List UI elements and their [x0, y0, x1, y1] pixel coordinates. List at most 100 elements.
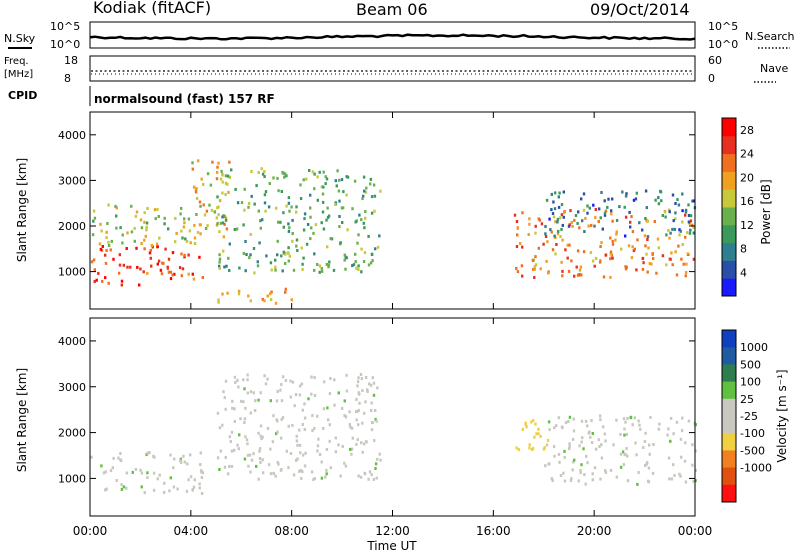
heatmap-cell [580, 273, 583, 277]
heatmap-cell [684, 235, 687, 239]
heatmap-cell [677, 244, 680, 248]
heatmap-cell [313, 187, 316, 191]
heatmap-cell [301, 423, 304, 426]
heatmap-cell [228, 175, 232, 179]
heatmap-cell [630, 256, 634, 260]
heatmap-cell [192, 277, 196, 281]
heatmap-cell [198, 486, 201, 490]
power-y-axis-label: Slant Range [km] [15, 158, 29, 262]
heatmap-cell [358, 213, 361, 217]
heatmap-cell [357, 233, 360, 237]
heatmap-cell [218, 426, 222, 430]
heatmap-cell [145, 228, 148, 232]
heatmap-cell [603, 199, 606, 203]
heatmap-cell [95, 278, 98, 282]
heatmap-cell [312, 231, 315, 235]
heatmap-cell [666, 433, 669, 437]
heatmap-cell [236, 378, 239, 382]
heatmap-cell [309, 215, 312, 219]
colorbar-tick-label: 16 [740, 195, 754, 208]
heatmap-cell [93, 268, 96, 272]
heatmap-cell [246, 378, 249, 382]
heatmap-cell [691, 463, 694, 467]
heatmap-cell [242, 251, 245, 255]
heatmap-cell [322, 427, 325, 430]
heatmap-cell [153, 208, 157, 212]
heatmap-cell [537, 217, 540, 221]
heatmap-cell [243, 208, 246, 212]
heatmap-cell [184, 237, 187, 241]
heatmap-cell [537, 246, 540, 250]
heatmap-cell [269, 399, 272, 403]
heatmap-cell [357, 264, 360, 268]
heatmap-cell [146, 207, 149, 210]
heatmap-cell [567, 224, 571, 228]
heatmap-cell [557, 205, 561, 209]
heatmap-cell [560, 203, 564, 207]
heatmap-cell [317, 437, 320, 441]
heatmap-cell [604, 439, 607, 443]
heatmap-cell [628, 210, 631, 214]
heatmap-cell [612, 443, 615, 447]
heatmap-cell [533, 267, 536, 271]
noise-right-tick-low: 10^0 [708, 38, 738, 51]
heatmap-cell [172, 466, 175, 470]
heatmap-cell [266, 377, 269, 381]
heatmap-cell [635, 191, 638, 195]
heatmap-cell [374, 247, 377, 251]
y-tick-label: 3000 [58, 381, 86, 394]
heatmap-cell [152, 488, 156, 492]
heatmap-cell [350, 447, 354, 451]
heatmap-cell [554, 252, 557, 256]
heatmap-cell [675, 420, 679, 424]
heatmap-cell [369, 261, 373, 265]
heatmap-cell [277, 462, 280, 466]
heatmap-cell [134, 467, 138, 471]
heatmap-cell [296, 443, 299, 447]
heatmap-cell [287, 201, 291, 205]
heatmap-cell [521, 274, 524, 278]
heatmap-cell [624, 265, 627, 269]
heatmap-cell [135, 210, 139, 214]
heatmap-cell [201, 471, 205, 475]
heatmap-cell [310, 470, 314, 474]
heatmap-cell [641, 228, 644, 232]
heatmap-cell [191, 272, 194, 276]
heatmap-cell [299, 197, 303, 200]
heatmap-cell [126, 265, 129, 269]
heatmap-cell [603, 213, 607, 217]
heatmap-cell [115, 479, 118, 482]
heatmap-cell [160, 272, 164, 276]
heatmap-cell [125, 471, 128, 475]
heatmap-cell [651, 471, 655, 475]
heatmap-cell [577, 210, 580, 214]
heatmap-cell [179, 459, 182, 463]
heatmap-cell [360, 247, 363, 251]
heatmap-cell [550, 208, 553, 212]
heatmap-cell [136, 265, 139, 269]
heatmap-cell [140, 226, 144, 230]
heatmap-cell [271, 440, 275, 444]
heatmap-cell [219, 221, 223, 225]
heatmap-cell [338, 225, 341, 229]
heatmap-cell [548, 462, 551, 466]
heatmap-cell [114, 204, 117, 208]
heatmap-cell [619, 465, 623, 469]
heatmap-cell [546, 438, 550, 442]
heatmap-cell [138, 283, 141, 287]
heatmap-cell [584, 216, 587, 220]
heatmap-cell [684, 480, 688, 484]
power-panel-frame [89, 111, 696, 310]
heatmap-cell [604, 253, 607, 257]
heatmap-cell [117, 456, 120, 460]
heatmap-cell [266, 294, 269, 298]
heatmap-cell [583, 473, 586, 477]
heatmap-cell [218, 266, 221, 270]
heatmap-cell [302, 453, 305, 457]
heatmap-cell [670, 477, 674, 481]
heatmap-cell [303, 427, 306, 431]
heatmap-cell [550, 192, 553, 196]
heatmap-cell [259, 434, 262, 438]
heatmap-cell [311, 414, 314, 417]
heatmap-cell [589, 251, 593, 255]
